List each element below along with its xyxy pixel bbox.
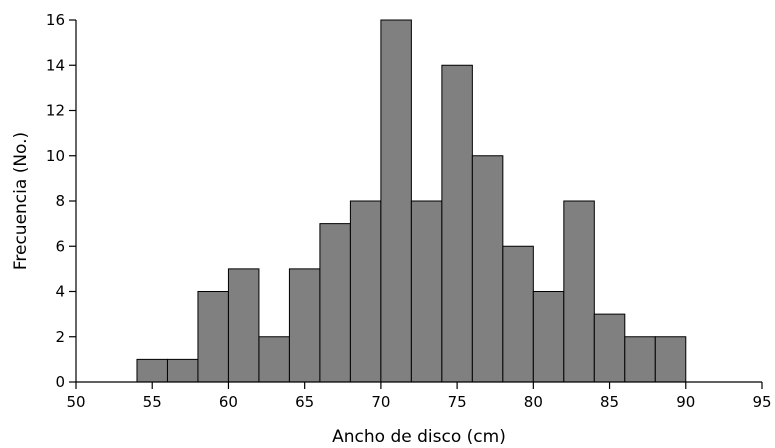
histogram-bar-17 (654, 336, 687, 383)
y-tick-label: 12 (46, 102, 65, 120)
y-tick-label: 10 (46, 147, 65, 165)
histogram-bar-14 (563, 200, 595, 383)
histogram-bar-6 (319, 223, 351, 383)
x-tick-label: 55 (143, 393, 162, 411)
bars-group (136, 19, 687, 383)
y-tick-label: 2 (55, 328, 65, 346)
x-tick-label: 65 (295, 393, 314, 411)
x-axis-title: Ancho de disco (cm) (332, 427, 506, 447)
x-tick-label: 90 (676, 393, 695, 411)
histogram-bar-0 (136, 358, 168, 383)
y-tick-label: 8 (55, 192, 65, 210)
x-ticks-group: 50 55 60 65 70 75 80 85 90 95 (66, 382, 772, 411)
histogram-bar-12 (502, 245, 534, 383)
histogram-bar-8 (380, 19, 412, 383)
x-tick-label: 75 (448, 393, 467, 411)
y-axis-title: Frecuencia (No.) (11, 132, 31, 270)
x-tick-label: 60 (219, 393, 238, 411)
y-tick-label: 4 (55, 283, 65, 301)
y-tick-label: 0 (55, 373, 65, 391)
histogram-bar-5 (288, 268, 321, 383)
histogram-bar-15 (593, 313, 626, 383)
histogram-bar-13 (532, 291, 565, 383)
histogram-bar-10 (441, 64, 473, 383)
histogram-bar-9 (410, 200, 443, 383)
histogram-bar-7 (349, 200, 382, 383)
histogram-bar-16 (624, 336, 656, 383)
y-ticks-group: 0 2 4 6 8 10 12 14 16 (46, 11, 76, 391)
x-tick-label: 85 (600, 393, 619, 411)
histogram-bar-4 (258, 336, 290, 383)
histogram-bar-11 (471, 155, 504, 383)
histogram-bar-3 (227, 268, 260, 383)
x-tick-label: 80 (524, 393, 543, 411)
histogram-bar-1 (166, 358, 199, 383)
x-tick-label: 95 (752, 393, 771, 411)
y-tick-label: 16 (46, 11, 65, 29)
x-tick-label: 70 (371, 393, 390, 411)
y-tick-label: 6 (55, 237, 65, 255)
y-tick-label: 14 (46, 56, 65, 74)
histogram-bar-2 (197, 291, 229, 383)
x-tick-label: 50 (66, 393, 85, 411)
